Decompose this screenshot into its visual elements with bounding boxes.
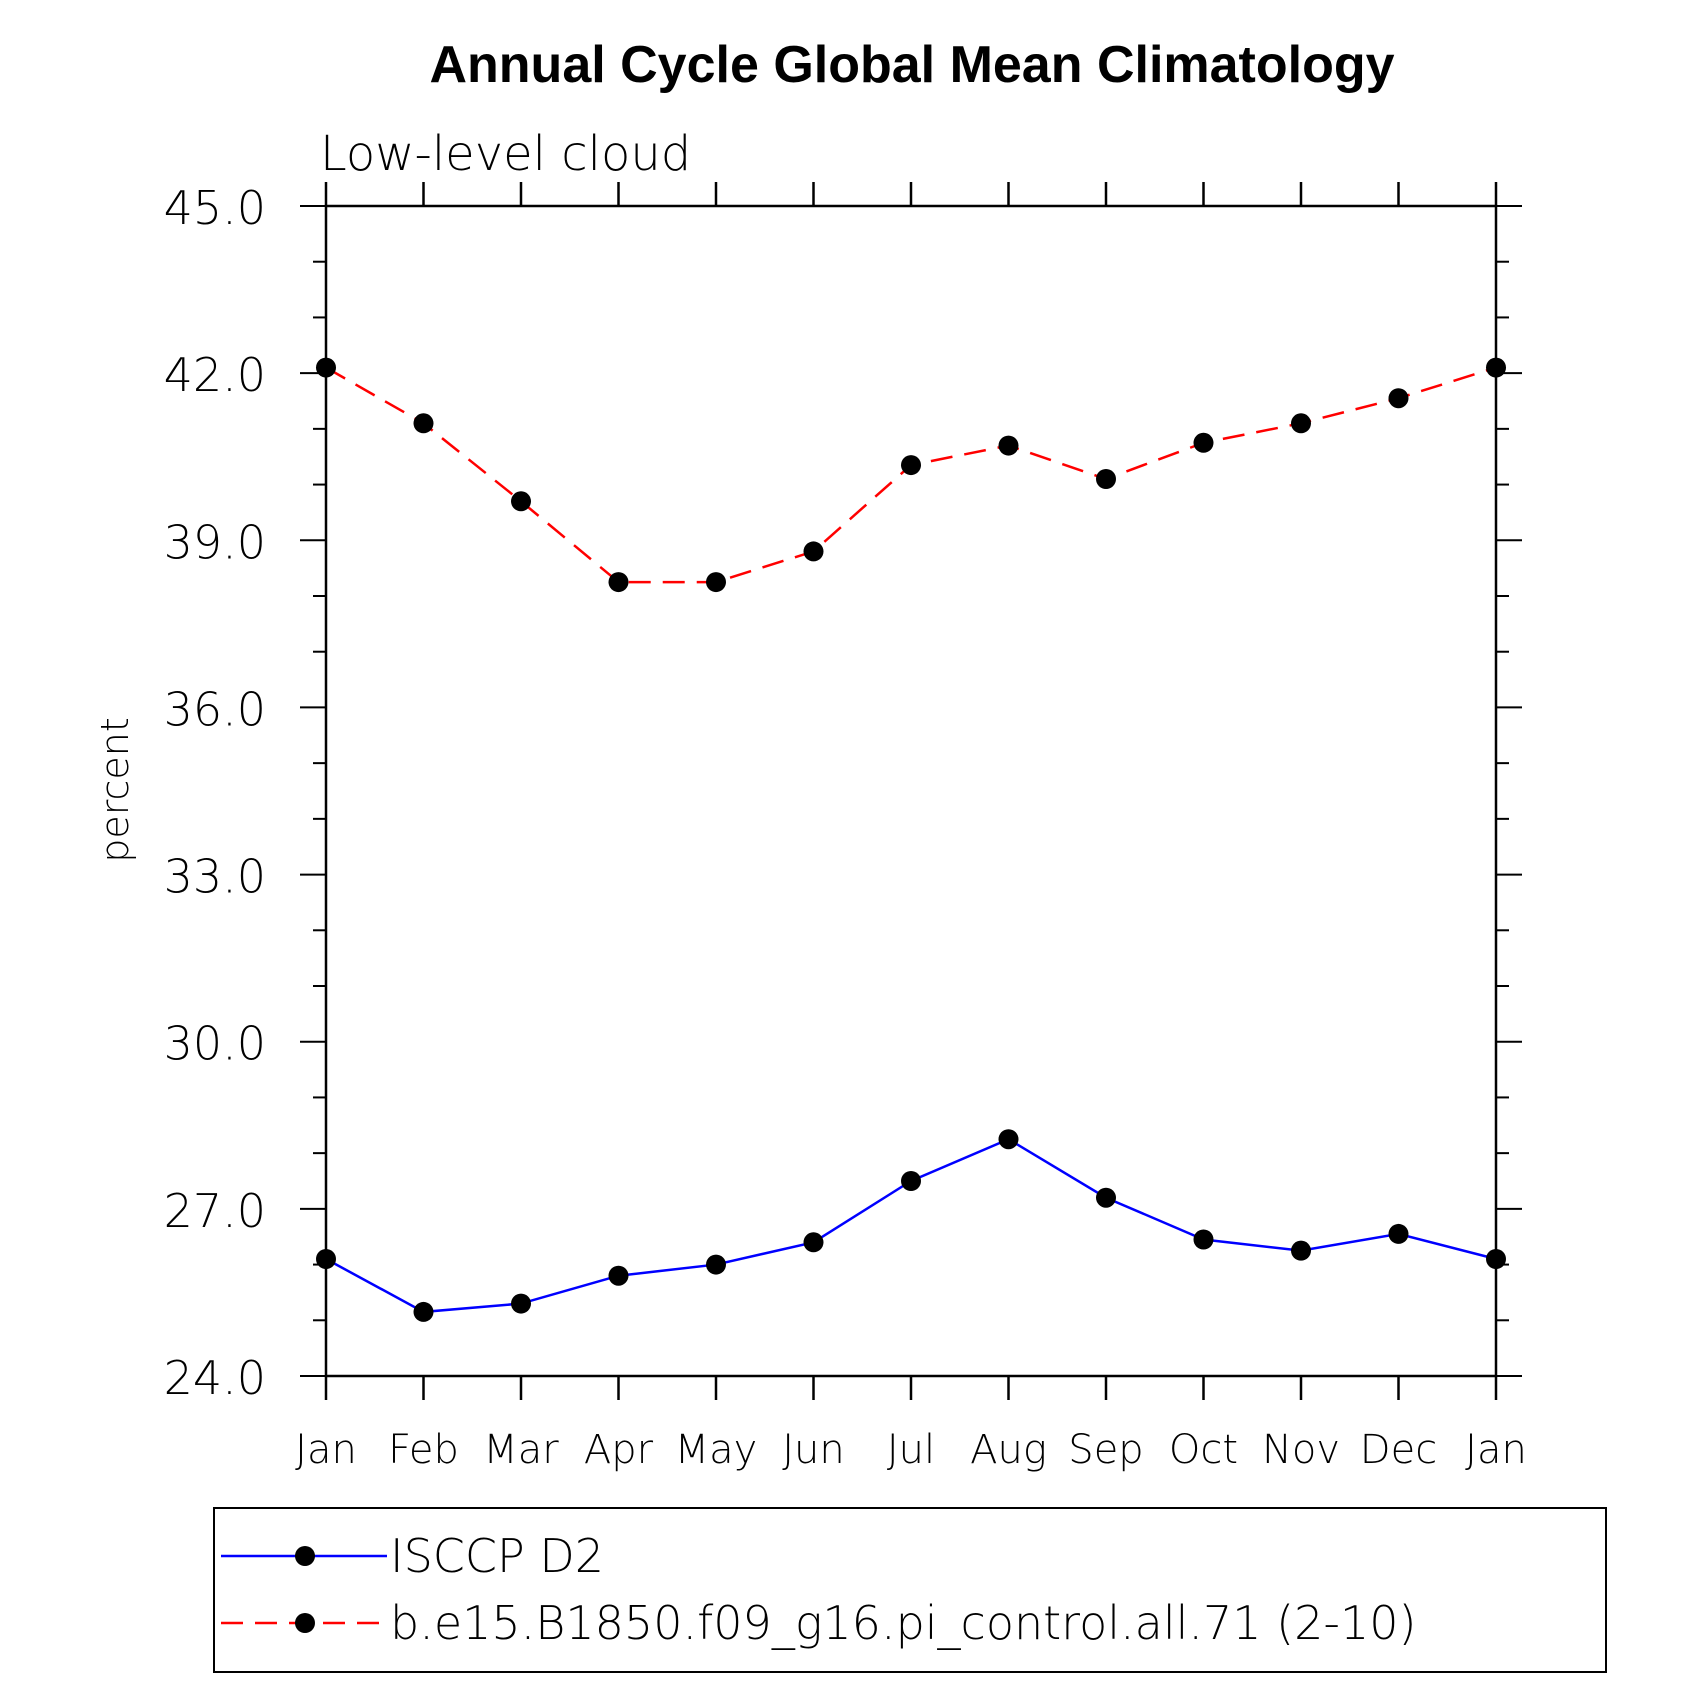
y-tick-label: 33.0 [164,850,266,904]
x-tick-label: Jul [887,1427,935,1473]
data-point-s1-9 [1193,432,1214,453]
legend-item-model: b.e15.B1850.f09_g16.pi_control.all.71 (2… [221,1596,1416,1650]
data-point-s0-8 [1096,1187,1116,1208]
legend-marker-isccp [295,1546,315,1566]
chart-title: Annual Cycle Global Mean Climatology [429,36,1394,94]
legend-marker-model [295,1613,315,1633]
data-point-s1-6 [901,455,921,476]
data-point-s0-4 [706,1254,726,1275]
data-point-s0-12 [1486,1249,1506,1269]
x-tick-label: Nov [1262,1427,1340,1473]
data-point-s1-5 [803,541,824,562]
series-layer [316,357,1506,1322]
data-point-s0-3 [608,1265,629,1286]
x-tick-label: Aug [970,1427,1047,1473]
y-axis-label: percent [93,717,137,863]
plot-frame [324,204,1498,1378]
data-point-s1-8 [1096,469,1116,489]
data-point-s0-10 [1291,1240,1311,1261]
data-point-s1-11 [1388,388,1409,409]
data-point-s0-0 [316,1249,336,1269]
y-tick-label: 45.0 [164,181,266,235]
x-tick-label: Sep [1068,1427,1143,1473]
legend-item-isccp: ISCCP D2 [221,1529,604,1583]
y-tick-label: 27.0 [164,1184,266,1238]
series-line-0 [325,1137,1497,1314]
x-tick-label: Mar [483,1427,559,1473]
x-tick-label: May [675,1427,758,1473]
data-point-s1-1 [413,413,434,434]
data-point-s1-10 [1291,413,1311,434]
y-tick-label: 39.0 [164,515,266,569]
x-tick-label: Apr [584,1427,654,1473]
chart-subtitle: Low-level cloud [320,126,691,182]
data-point-s0-11 [1388,1223,1409,1244]
data-point-s1-3 [608,572,629,593]
x-tick-label: Jan [1465,1427,1527,1473]
y-tick-label: 42.0 [164,348,266,402]
y-tick-label: 36.0 [164,682,266,736]
legend-box [213,1507,1607,1673]
data-point-s1-4 [706,572,726,593]
y-tick-label: 30.0 [164,1017,266,1071]
x-tick-label: Jan [295,1427,357,1473]
x-tick-label: Jun [782,1427,845,1473]
data-point-s0-7 [998,1129,1019,1150]
plot-axes: Jan Feb Mar Apr May Jun Jul Aug Sep Oct Nov Dec Jan 2… [164,181,1527,1473]
x-tick-label: Feb [388,1427,459,1473]
data-point-s1-2 [511,491,531,512]
data-point-s0-1 [413,1301,434,1322]
data-point-s0-5 [803,1232,824,1253]
data-point-s1-7 [998,435,1019,456]
data-point-s1-12 [1486,357,1506,378]
data-point-s1-0 [316,357,336,378]
legend-label-isccp: ISCCP D2 [390,1529,604,1583]
x-tick-label: Dec [1360,1427,1437,1473]
data-point-s0-9 [1193,1229,1214,1250]
data-point-s0-2 [511,1293,531,1314]
y-tick-label: 24.0 [164,1351,266,1405]
data-point-s0-6 [901,1171,921,1191]
legend-label-model: b.e15.B1850.f09_g16.pi_control.all.71 (2… [390,1596,1416,1650]
x-tick-label: Oct [1169,1427,1238,1473]
